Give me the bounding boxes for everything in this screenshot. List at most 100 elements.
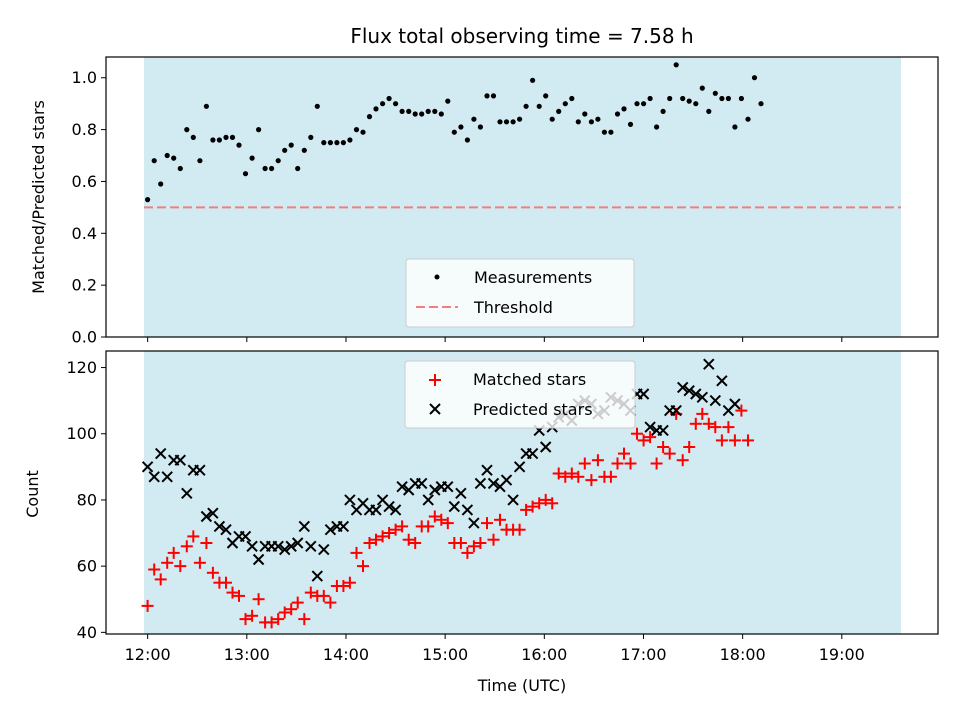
matched-star-point	[696, 407, 709, 420]
bottom-x-axis: 12:00 13:00 14:00 15:00 16:00 17:00 18:00 19:00	[125, 634, 865, 664]
measurement-point	[569, 95, 575, 102]
measurement-point	[490, 93, 497, 99]
matched-star-point	[148, 563, 161, 576]
matched-star-point	[154, 573, 167, 586]
matched-star-point	[702, 417, 715, 430]
matched-star-point	[657, 441, 670, 453]
measurement-point	[634, 101, 640, 107]
measurement-point	[582, 111, 588, 117]
top-y-tick-label: 1.0	[72, 68, 97, 87]
matched-star-point	[252, 593, 265, 606]
measurement-point	[151, 158, 157, 164]
matched-star-point	[735, 404, 748, 417]
top-y-axis: 0.0 0.2 0.4 0.6 0.8 1.0	[72, 68, 106, 347]
predicted-star-point	[383, 500, 395, 513]
predicted-star-point	[344, 494, 356, 506]
predicted-star-point	[696, 391, 709, 404]
top-y-tick-label: 0.4	[72, 224, 97, 243]
matched-star-point	[683, 441, 696, 453]
matched-star-point	[246, 609, 259, 622]
measurement-point	[334, 140, 340, 146]
matched-star-point	[631, 427, 643, 440]
legend-measurements-label: Measurements	[474, 268, 592, 287]
measurement-point	[445, 98, 451, 104]
matched-star-point	[611, 457, 624, 470]
bottom-y-tick-label: 100	[66, 424, 97, 443]
matched-star-point	[226, 586, 239, 599]
measurement-point	[451, 129, 457, 135]
predicted-star-point	[461, 504, 474, 516]
measurement-point	[627, 121, 634, 127]
measurement-point	[340, 140, 346, 146]
matched-star-point	[200, 537, 213, 549]
measurement-point	[386, 95, 392, 102]
measurement-point	[269, 165, 275, 172]
measurement-point	[503, 119, 510, 125]
measurement-point	[693, 101, 699, 107]
predicted-stars-series	[141, 358, 741, 582]
measurement-point	[647, 95, 653, 102]
measurement-point	[523, 103, 529, 109]
legend-predicted-label: Predicted stars	[473, 400, 593, 419]
predicted-star-point	[429, 484, 441, 496]
matched-stars-series	[141, 404, 754, 629]
measurement-point	[412, 111, 418, 117]
measurement-point	[158, 181, 164, 187]
predicted-star-point	[637, 388, 650, 400]
predicted-star-point	[500, 474, 513, 486]
measurement-point	[549, 116, 555, 122]
matched-star-point	[409, 537, 422, 549]
predicted-star-point	[324, 523, 337, 536]
measurement-point	[275, 158, 281, 164]
measurement-point	[295, 165, 301, 172]
measurement-point	[262, 165, 268, 172]
matched-star-point	[728, 434, 741, 447]
matched-star-point	[233, 589, 245, 602]
measurement-point	[314, 103, 320, 109]
measurement-point	[699, 85, 705, 91]
matched-star-point	[715, 434, 728, 447]
matched-star-point	[389, 523, 402, 536]
predicted-star-point	[644, 421, 656, 433]
measurement-point	[425, 108, 431, 114]
matched-star-point	[546, 497, 559, 510]
predicted-star-point	[148, 471, 160, 483]
x-tick-label: 13:00	[224, 645, 270, 664]
measurement-point	[393, 101, 399, 107]
measurement-point	[249, 155, 255, 161]
predicted-star-point	[141, 461, 154, 473]
matched-star-point	[467, 540, 480, 553]
measurement-point	[406, 108, 412, 114]
x-tick-label: 16:00	[521, 645, 567, 664]
measurement-point	[530, 77, 536, 83]
matched-star-point	[206, 566, 219, 579]
measurement-point	[458, 124, 464, 130]
measurement-point	[177, 165, 183, 172]
measurement-point	[738, 95, 745, 102]
measurement-point	[171, 155, 177, 161]
measurement-point	[242, 171, 249, 177]
top-x-axis	[147, 337, 843, 342]
measurement-point	[614, 111, 621, 117]
top-y-tick-label: 0.6	[72, 172, 97, 191]
measurement-point	[308, 134, 314, 140]
top-axes-frame	[105, 56, 939, 338]
predicted-star-point	[154, 447, 167, 460]
x-tick-label: 12:00	[125, 645, 171, 664]
measurement-point	[654, 124, 660, 130]
measurement-point	[588, 119, 595, 125]
predicted-star-point	[213, 520, 226, 533]
measurement-point	[256, 127, 262, 133]
legend-predicted-marker	[429, 403, 441, 415]
legend-measurements-marker	[434, 274, 440, 280]
measurement-point	[145, 197, 151, 203]
measurement-point	[575, 119, 581, 125]
predicted-star-point	[291, 537, 304, 549]
matched-star-point	[383, 527, 396, 539]
predicted-star-point	[487, 477, 500, 490]
predicted-star-point	[507, 494, 519, 506]
predicted-star-point	[448, 500, 461, 513]
predicted-star-point	[513, 461, 526, 473]
matched-star-point	[520, 503, 533, 516]
matched-star-point	[180, 540, 193, 553]
